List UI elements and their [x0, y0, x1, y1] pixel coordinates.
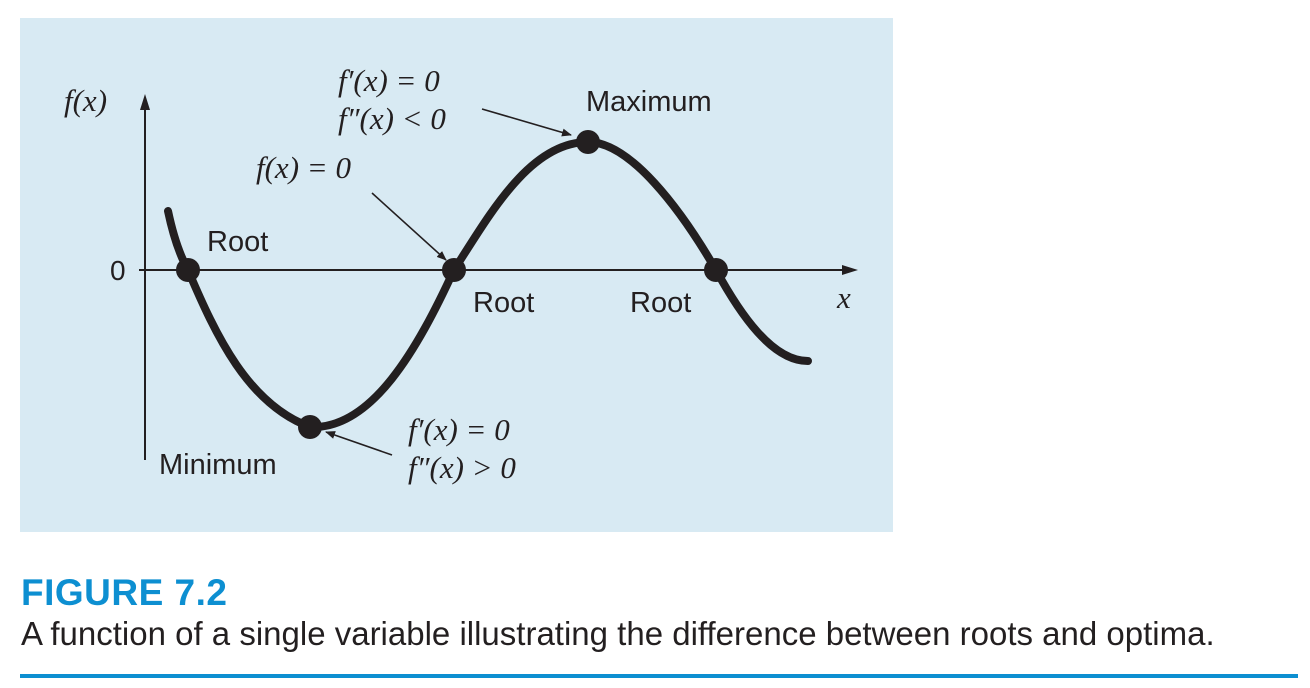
root-marker-middle	[442, 258, 466, 282]
min-condition-first-derivative: f′(x) = 0	[408, 412, 510, 447]
minimum-label: Minimum	[159, 449, 277, 481]
figure-caption: A function of a single variable illustra…	[21, 615, 1215, 652]
root-leader-arrow	[371, 192, 447, 261]
max-condition-first-derivative: f′(x) = 0	[338, 63, 440, 98]
root-label-left: Root	[207, 226, 268, 258]
maximum-label: Maximum	[586, 86, 712, 118]
figure-panel: f(x) x 0 Root Root Root Maximum Minimum …	[20, 18, 893, 532]
min-condition-second-derivative: f″(x) > 0	[408, 450, 516, 485]
caption-divider	[20, 674, 1298, 678]
y-axis-label: f(x)	[64, 83, 107, 118]
root-label-middle: Root	[473, 287, 534, 319]
figure-number: FIGURE 7.2	[21, 572, 228, 613]
zero-label: 0	[110, 255, 126, 286]
root-label-right: Root	[630, 287, 691, 319]
maximum-leader-arrow	[481, 108, 572, 137]
minimum-marker	[298, 415, 322, 439]
maximum-marker	[576, 130, 600, 154]
diagram-svg: f(x) x 0 Root Root Root Maximum Minimum …	[64, 63, 858, 485]
root-marker-right	[704, 258, 728, 282]
max-condition-second-derivative: f″(x) < 0	[338, 101, 446, 136]
y-axis-arrowhead	[140, 94, 150, 110]
x-axis-arrowhead	[842, 265, 858, 275]
minimum-leader-arrow	[325, 431, 393, 456]
root-condition: f(x) = 0	[256, 150, 351, 185]
root-marker-left	[176, 258, 200, 282]
x-axis-label: x	[836, 280, 851, 315]
